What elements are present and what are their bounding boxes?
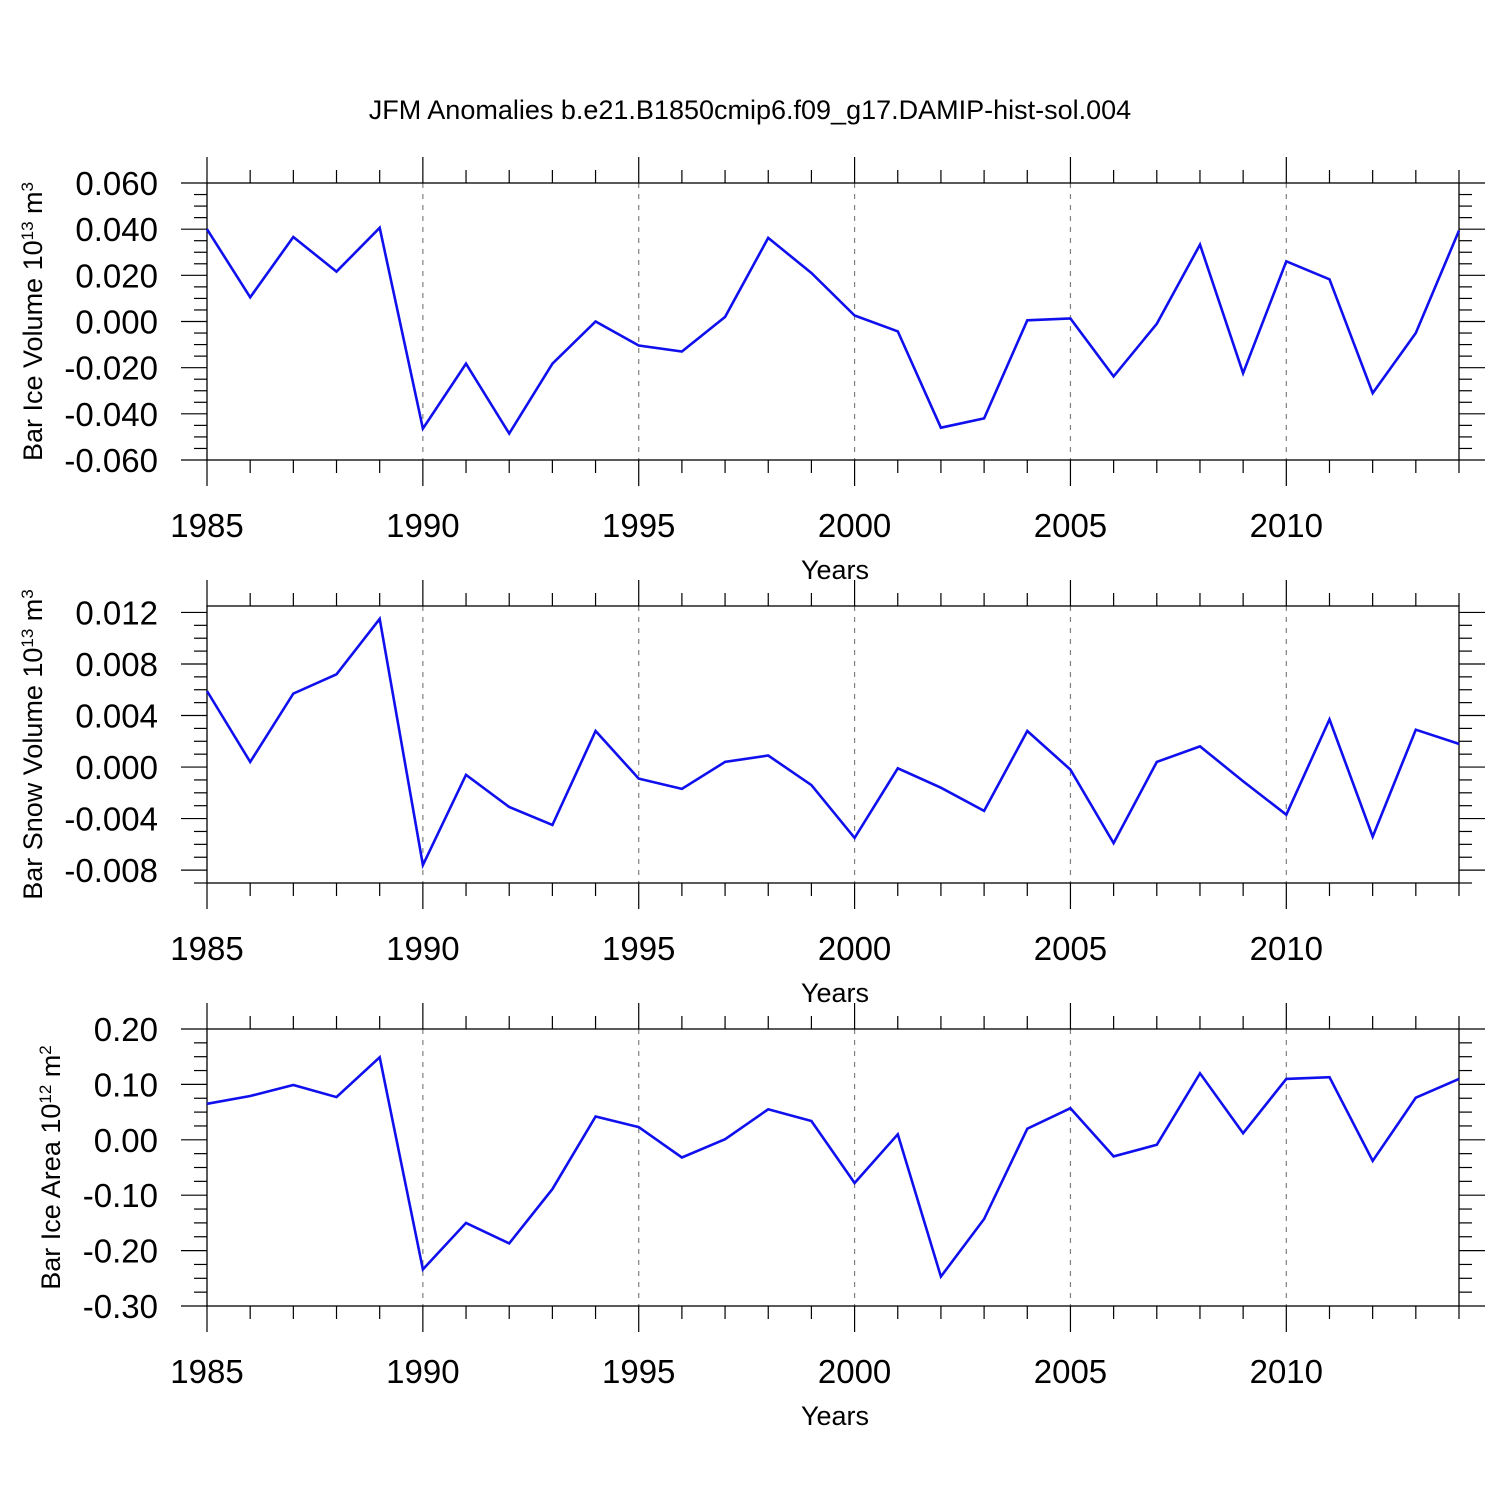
x-axis-label: Years <box>801 978 869 1008</box>
y-axis-label-unit-exp: 2 <box>36 1045 55 1054</box>
y-tick-label: 0.008 <box>75 646 158 683</box>
x-tick-label: 2010 <box>1250 1353 1323 1390</box>
x-tick-label: 1990 <box>386 1353 459 1390</box>
x-tick-label: 2005 <box>1034 507 1107 544</box>
y-axis-label-unit-exp: 3 <box>18 589 37 598</box>
y-axis-label: Bar Ice Volume 1013 m3 <box>18 182 49 461</box>
panel-3: 1985 1990 1995 2000 2005 2010 Years 0.20 0.10 0.0… <box>36 1003 1485 1431</box>
y-tick-label: 0.004 <box>75 698 158 735</box>
y-axis-label: Bar Snow Volume 1013 m3 <box>18 589 49 900</box>
y-axis-label-exp: 12 <box>36 1085 55 1104</box>
x-tick-label: 1995 <box>602 507 675 544</box>
x-tick-label: 1985 <box>170 507 243 544</box>
series-line <box>206 1054 1460 1280</box>
y-tick-label: 0.000 <box>75 304 158 341</box>
x-tick-label: 1985 <box>170 1353 243 1390</box>
panel-1: 1985 1990 1995 2000 2005 2010 Years 0.060 0.040 0… <box>18 157 1485 585</box>
x-tick-label: 1985 <box>170 930 243 967</box>
y-axis-label-unit-exp: 3 <box>18 182 37 191</box>
plot-frame <box>206 182 1460 461</box>
y-tick-label: -0.30 <box>83 1288 158 1325</box>
y-tick-label: -0.040 <box>64 396 158 433</box>
y-axis-label-unit: m <box>18 191 48 221</box>
x-tick-label: 2005 <box>1034 1353 1107 1390</box>
x-tick-label: 2005 <box>1034 930 1107 967</box>
y-axis-label-unit: m <box>36 1055 66 1085</box>
y-tick-label: -0.008 <box>64 852 158 889</box>
y-axis-label-base: Bar Snow Volume 10 <box>18 648 48 900</box>
y-tick-label: -0.060 <box>64 442 158 479</box>
y-tick-label: -0.10 <box>83 1177 158 1214</box>
panel-2: 1985 1990 1995 2000 2005 2010 Years 0.012 0.008 0… <box>18 580 1485 1008</box>
x-tick-label: 2000 <box>818 930 891 967</box>
x-tick-label: 2010 <box>1250 930 1323 967</box>
plot-frame <box>206 1028 1460 1307</box>
y-tick-label: 0.10 <box>94 1066 158 1103</box>
x-tick-label: 1990 <box>386 507 459 544</box>
y-axis-label-base: Bar Ice Volume 10 <box>18 240 48 461</box>
y-tick-label: -0.004 <box>64 801 158 838</box>
y-axis-label-unit: m <box>18 599 48 629</box>
x-axis-label: Years <box>801 1401 869 1431</box>
y-axis-label-exp: 13 <box>18 221 37 240</box>
x-tick-label: 2000 <box>818 507 891 544</box>
y-tick-label: -0.020 <box>64 350 158 387</box>
y-tick-label: 0.020 <box>75 257 158 294</box>
figure-title: JFM Anomalies b.e21.B1850cmip6.f09_g17.D… <box>369 95 1131 125</box>
x-axis-label: Years <box>801 555 869 585</box>
y-tick-label: 0.20 <box>94 1011 158 1048</box>
x-tick-label: 1990 <box>386 930 459 967</box>
series-line <box>205 615 1460 870</box>
y-axis-label: Bar Ice Area 1012 m2 <box>36 1045 67 1290</box>
y-tick-label: 0.040 <box>75 211 158 248</box>
x-tick-label: 2000 <box>818 1353 891 1390</box>
y-axis-label-exp: 13 <box>18 629 37 648</box>
x-tick-label: 2010 <box>1250 507 1323 544</box>
y-tick-label: -0.20 <box>83 1233 158 1270</box>
y-tick-label: 0.000 <box>75 749 158 786</box>
x-tick-label: 1995 <box>602 1353 675 1390</box>
x-tick-label: 1995 <box>602 930 675 967</box>
y-tick-label: 0.012 <box>75 594 158 631</box>
series-line <box>205 225 1461 436</box>
y-tick-label: 0.060 <box>75 165 158 202</box>
plot-frame <box>206 605 1460 884</box>
y-tick-label: 0.00 <box>94 1122 158 1159</box>
y-axis-label-base: Bar Ice Area 10 <box>36 1104 66 1290</box>
